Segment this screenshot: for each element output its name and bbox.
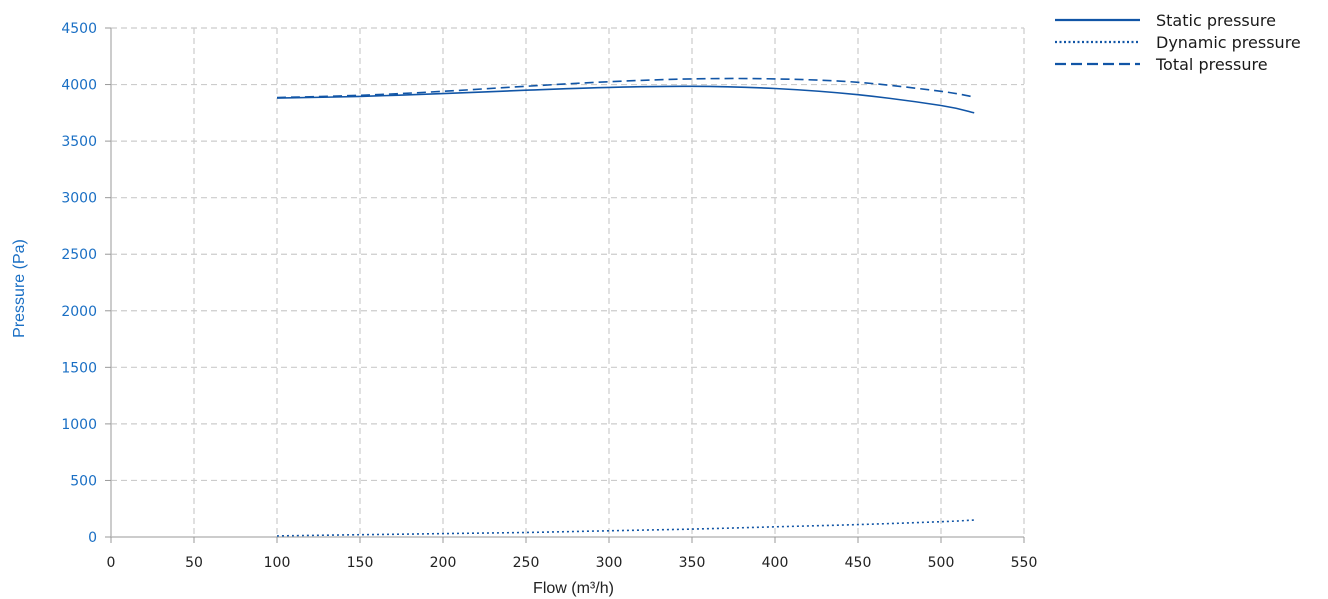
grid-lines bbox=[111, 27, 1025, 537]
y-axis-label: Pressure (Pa) bbox=[11, 239, 28, 338]
x-tick-label: 150 bbox=[347, 555, 374, 571]
y-tick-label: 1000 bbox=[61, 417, 97, 433]
y-tick-label: 2500 bbox=[61, 247, 97, 263]
y-tick-label: 3500 bbox=[61, 134, 97, 150]
x-tick-label: 500 bbox=[928, 555, 955, 571]
x-tick-label: 450 bbox=[845, 555, 872, 571]
y-tick-label: 1500 bbox=[61, 360, 97, 376]
x-axis-ticks: 0 50 100 150 200 250 300 350 400 450 500 550 bbox=[107, 537, 1038, 571]
legend: Static pressure Dynamic pressure Total pre… bbox=[1055, 11, 1301, 74]
x-tick-label: 200 bbox=[430, 555, 457, 571]
axes bbox=[110, 28, 1024, 538]
y-tick-label: 3000 bbox=[61, 191, 97, 207]
series-lines bbox=[276, 77, 975, 537]
x-tick-label: 0 bbox=[107, 555, 116, 571]
x-tick-label: 400 bbox=[762, 555, 789, 571]
x-axis-label: Flow (m³/h) bbox=[533, 580, 614, 597]
y-tick-label: 2000 bbox=[61, 304, 97, 320]
y-tick-label: 500 bbox=[70, 473, 97, 489]
series-line-dynamic-pressure bbox=[276, 519, 975, 537]
y-tick-label: 0 bbox=[88, 530, 97, 546]
x-tick-label: 550 bbox=[1011, 555, 1038, 571]
x-tick-label: 300 bbox=[596, 555, 623, 571]
legend-label: Total pressure bbox=[1155, 55, 1268, 74]
x-tick-label: 350 bbox=[679, 555, 706, 571]
legend-label: Static pressure bbox=[1156, 11, 1276, 30]
series-line-total-pressure bbox=[276, 77, 975, 99]
y-tick-label: 4500 bbox=[61, 21, 97, 37]
x-tick-label: 250 bbox=[513, 555, 540, 571]
series-line-static-pressure bbox=[276, 85, 975, 114]
legend-label: Dynamic pressure bbox=[1156, 33, 1301, 52]
x-tick-label: 100 bbox=[264, 555, 291, 571]
y-tick-label: 4000 bbox=[61, 78, 97, 94]
x-tick-label: 50 bbox=[185, 555, 203, 571]
y-axis-ticks: 0 500 1000 1500 2000 2500 3000 3500 4000 4500 bbox=[61, 21, 111, 546]
